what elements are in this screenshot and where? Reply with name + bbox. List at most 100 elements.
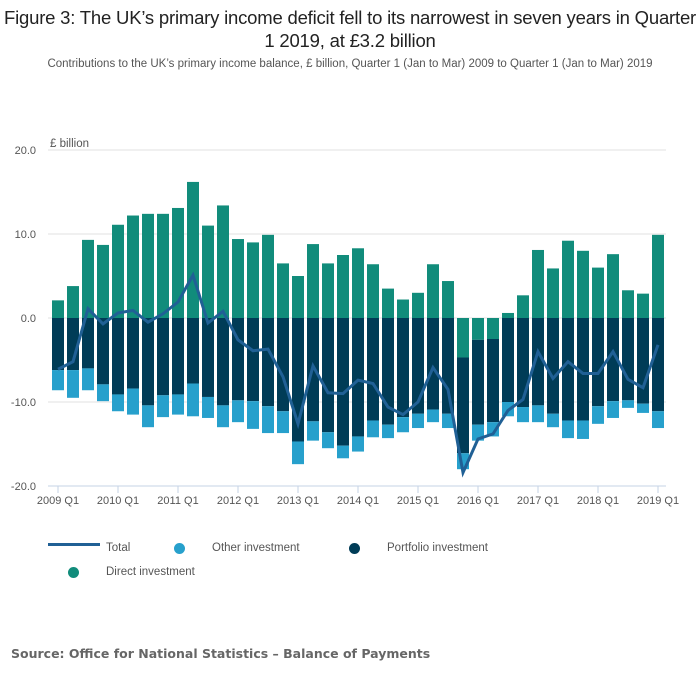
- bar-direct-investment: [412, 292, 424, 318]
- bar-other-investment: [157, 395, 169, 418]
- bar-portfolio-investment: [487, 339, 499, 423]
- bar-direct-investment: [142, 213, 154, 318]
- bar-other-investment: [262, 406, 274, 434]
- bar-direct-investment: [547, 268, 559, 318]
- bar-direct-investment: [382, 288, 394, 318]
- x-tick-label: 2014 Q1: [337, 495, 379, 507]
- bar-portfolio-investment: [82, 318, 94, 369]
- bar-other-investment: [652, 411, 664, 429]
- bar-other-investment: [622, 400, 634, 408]
- bar-portfolio-investment: [112, 318, 124, 395]
- bar-direct-investment: [607, 254, 619, 318]
- bar-other-investment: [592, 406, 604, 424]
- bar-portfolio-investment: [172, 318, 184, 395]
- y-tick-label: 10.0: [15, 229, 36, 241]
- bar-other-investment: [202, 396, 214, 418]
- bar-other-investment: [232, 400, 244, 423]
- bar-direct-investment: [217, 205, 229, 318]
- legend-item-total[interactable]: [48, 543, 106, 546]
- bar-portfolio-investment: [157, 318, 169, 396]
- bar-direct-investment: [277, 263, 289, 318]
- bar-portfolio-investment: [337, 318, 349, 446]
- legend-item-direct-investment[interactable]: [68, 567, 79, 578]
- bar-portfolio-investment: [97, 318, 109, 385]
- bar-portfolio-investment: [262, 318, 274, 407]
- bars: [52, 181, 664, 470]
- bar-other-investment: [97, 384, 109, 402]
- bar-other-investment: [607, 401, 619, 418]
- bar-other-investment: [322, 432, 334, 449]
- bar-portfolio-investment: [217, 318, 229, 406]
- bar-other-investment: [367, 420, 379, 438]
- bar-portfolio-investment: [412, 318, 424, 414]
- bar-other-investment: [127, 388, 139, 415]
- legend-item-portfolio-investment[interactable]: [349, 543, 360, 554]
- legend-item-other-investment[interactable]: [174, 543, 185, 554]
- bar-direct-investment: [592, 267, 604, 318]
- x-tick-label: 2009 Q1: [37, 495, 79, 507]
- bar-portfolio-investment: [457, 357, 469, 454]
- bar-other-investment: [337, 445, 349, 459]
- legend-label-other-investment: Other investment: [212, 542, 300, 554]
- bar-other-investment: [292, 441, 304, 465]
- bar-direct-investment: [562, 240, 574, 318]
- bar-other-investment: [352, 436, 364, 452]
- bar-other-investment: [487, 422, 499, 437]
- bar-other-investment: [427, 409, 439, 423]
- bar-direct-investment: [232, 239, 244, 318]
- bar-other-investment: [562, 420, 574, 439]
- bar-other-investment: [187, 383, 199, 417]
- source-note: Source: Office for National Statistics –…: [11, 646, 431, 661]
- x-tick-label: 2016 Q1: [457, 495, 499, 507]
- y-axis-unit-label: £ billion: [50, 138, 89, 150]
- bar-direct-investment: [532, 249, 544, 318]
- bar-other-investment: [172, 394, 184, 415]
- bar-portfolio-investment: [352, 318, 364, 437]
- bar-direct-investment: [112, 224, 124, 318]
- bar-other-investment: [142, 405, 154, 428]
- bar-other-investment: [112, 394, 124, 412]
- bar-portfolio-investment: [652, 318, 664, 412]
- bar-other-investment: [217, 405, 229, 428]
- bar-other-investment: [382, 424, 394, 439]
- x-tick-label: 2015 Q1: [397, 495, 439, 507]
- y-tick-label: -10.0: [11, 397, 36, 409]
- bar-other-investment: [307, 421, 319, 441]
- legend-dot-direct-investment: [68, 567, 79, 578]
- bar-direct-investment: [352, 248, 364, 318]
- bar-direct-investment: [472, 318, 484, 340]
- bar-other-investment: [277, 411, 289, 434]
- bar-direct-investment: [622, 290, 634, 318]
- bar-portfolio-investment: [232, 318, 244, 401]
- x-tick-label: 2017 Q1: [517, 495, 559, 507]
- bar-direct-investment: [517, 295, 529, 318]
- bar-direct-investment: [97, 244, 109, 318]
- bar-direct-investment: [292, 276, 304, 318]
- bar-portfolio-investment: [472, 339, 484, 425]
- bar-direct-investment: [652, 234, 664, 318]
- bar-portfolio-investment: [442, 318, 454, 414]
- bar-portfolio-investment: [562, 318, 574, 421]
- bar-other-investment: [247, 401, 259, 429]
- bar-direct-investment: [172, 207, 184, 318]
- legend-line-swatch: [48, 543, 100, 546]
- bar-direct-investment: [307, 244, 319, 318]
- bar-portfolio-investment: [607, 318, 619, 402]
- legend-dot-portfolio-investment: [349, 543, 360, 554]
- bar-direct-investment: [157, 213, 169, 318]
- bar-direct-investment: [322, 263, 334, 318]
- bar-other-investment: [637, 403, 649, 413]
- bar-portfolio-investment: [397, 318, 409, 418]
- bar-direct-investment: [487, 318, 499, 339]
- bar-other-investment: [547, 413, 559, 428]
- bar-direct-investment: [127, 215, 139, 318]
- bar-portfolio-investment: [187, 318, 199, 384]
- bar-direct-investment: [262, 234, 274, 318]
- bar-direct-investment: [457, 318, 469, 358]
- bar-portfolio-investment: [247, 318, 259, 402]
- bar-direct-investment: [67, 286, 79, 318]
- bar-portfolio-investment: [592, 318, 604, 407]
- bar-portfolio-investment: [142, 318, 154, 406]
- bar-portfolio-investment: [637, 318, 649, 404]
- bar-direct-investment: [52, 300, 64, 318]
